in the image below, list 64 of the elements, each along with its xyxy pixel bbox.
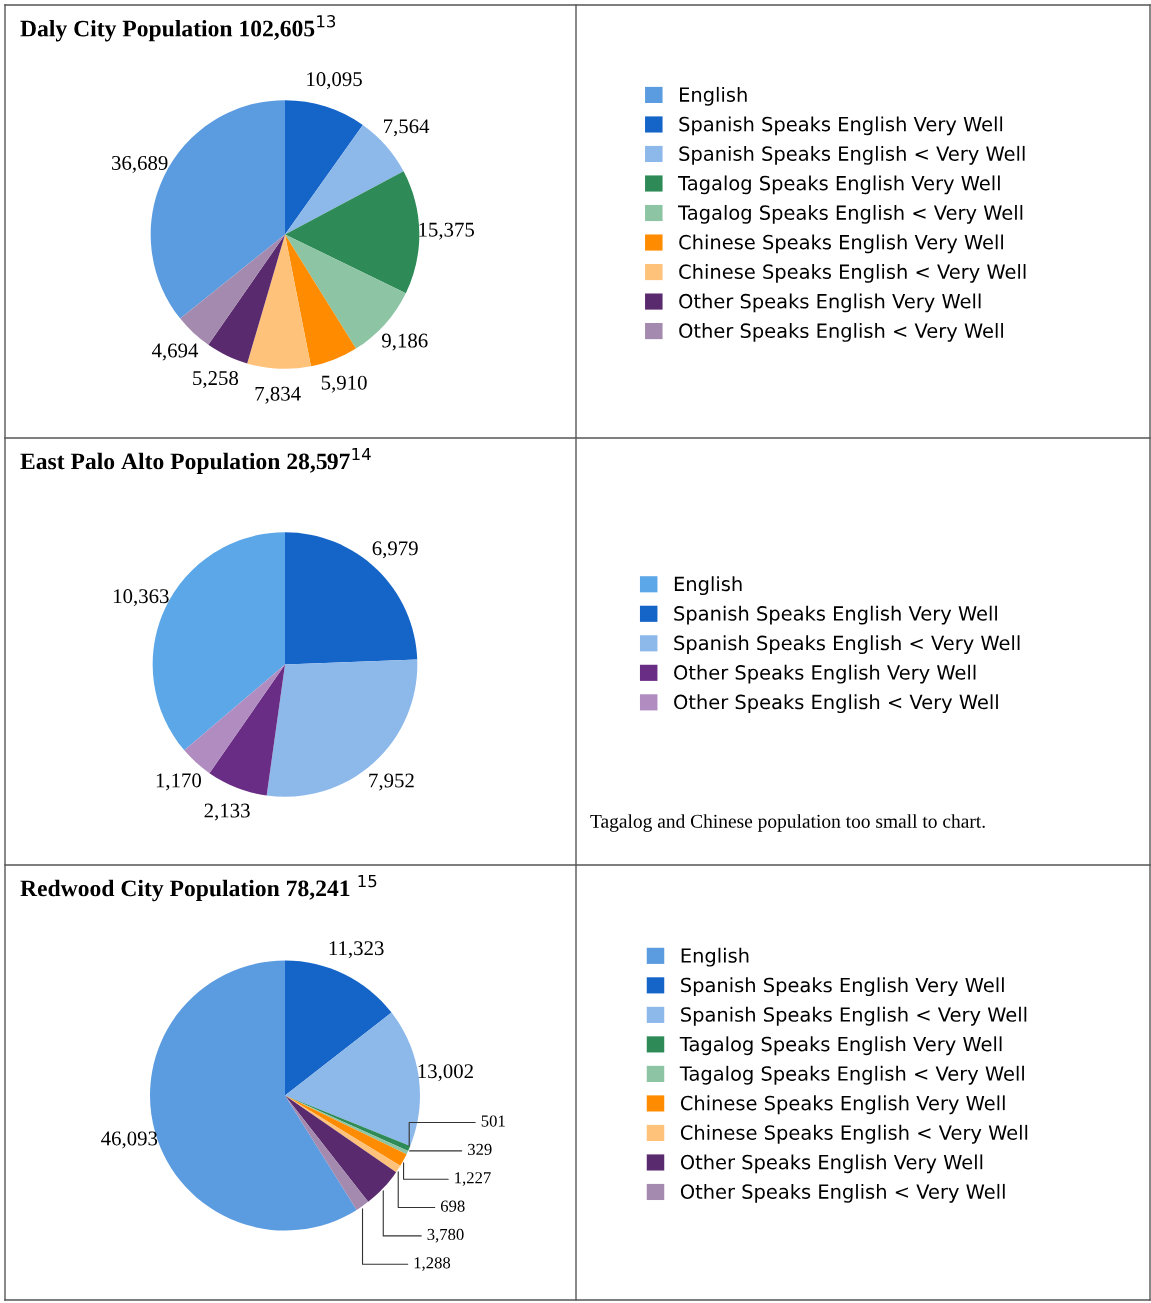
legend-label: Chinese Speaks English Very Well [680,1095,1005,1115]
pie-slice [247,234,311,369]
pie-slice [266,659,418,797]
legend-label: English [674,576,742,596]
data-label: 1,170 [156,773,202,791]
data-label: 7,564 [384,119,430,137]
data-label: 1,227 [455,1172,491,1186]
legend-label: Other Speaks English Very Well [679,293,981,313]
pie-slice [209,664,285,796]
data-label: 7,952 [369,773,414,791]
pie-slice [285,1095,397,1202]
pie-slice [285,100,363,235]
data-label: 10,363 [114,589,169,607]
pie-slice [285,960,392,1096]
data-label: 6,979 [372,541,418,559]
legend-label: Tagalog Speaks English < Very Well [678,204,1023,224]
legend-label: Tagalog Speaks English Very Well [679,1036,1002,1056]
legend-label: Chinese Speaks English Very Well [679,234,1003,254]
pie-slice [285,1095,369,1210]
pie-slice [285,532,418,665]
chart-title: Redwood City Population 78,241 $^{15}$ [20,875,377,902]
legend-label: Spanish Speaks English < Very Well [681,1006,1027,1026]
legend-label: Tagalog Speaks English < Very Well [679,1065,1024,1085]
data-label: 10,095 [307,72,362,90]
data-label: 5,910 [321,375,367,393]
legend-label: Other Speaks English Very Well [680,1154,983,1174]
data-label: 13,002 [418,1064,473,1082]
legend-label: English [681,947,749,967]
data-label: 36,689 [112,155,168,173]
legend-label: Tagalog Speaks English Very Well [678,175,1000,195]
data-label: 15,375 [419,222,474,240]
pie-slice [285,234,356,367]
data-label: 1,288 [414,1257,451,1271]
legend-label: Chinese Speaks English < Very Well [679,263,1026,283]
data-label: 3,780 [427,1228,464,1243]
legend-label: Other Speaks English < Very Well [674,694,998,714]
chart-title: East Palo Alto Population 28,597$^{14}$ [20,448,371,475]
legend-label: Other Speaks English < Very Well [680,1183,1005,1203]
data-label: 9,186 [381,333,428,351]
legend-label: English [680,86,747,106]
legend-label: Spanish Speaks English < Very Well [679,145,1025,165]
text: Tagalog and Chinese population too small to chart. [590,814,985,832]
pie-slice [184,664,285,774]
data-label: 11,323 [329,941,384,959]
data-label: 5,258 [193,371,239,389]
pie-slice [285,1012,420,1146]
legend-label: Other Speaks English < Very Well [679,323,1003,342]
data-label: 501 [481,1115,505,1127]
data-label: 329 [468,1143,492,1156]
data-label: 4,694 [151,343,199,361]
legend-label: Chinese Speaks English < Very Well [680,1124,1028,1144]
data-label: 2,133 [204,803,250,821]
data-label: 698 [440,1200,465,1212]
legend-label: Spanish Speaks English Very Well [681,977,1004,997]
legend-label: Spanish Speaks English Very Well [674,605,997,625]
chart-title: Daly City Population 102,605$^{13}$ [20,15,336,42]
legend-label: Other Speaks English Very Well [674,664,976,684]
pie-slice [285,171,420,294]
data-label: 46,093 [101,1131,158,1149]
legend-label: Spanish Speaks English Very Well [679,116,1003,136]
pie-slice [180,234,285,345]
legend-label: Spanish Speaks English < Very Well [674,635,1020,655]
pie-slice [208,234,285,364]
data-label: 7,834 [255,386,301,404]
